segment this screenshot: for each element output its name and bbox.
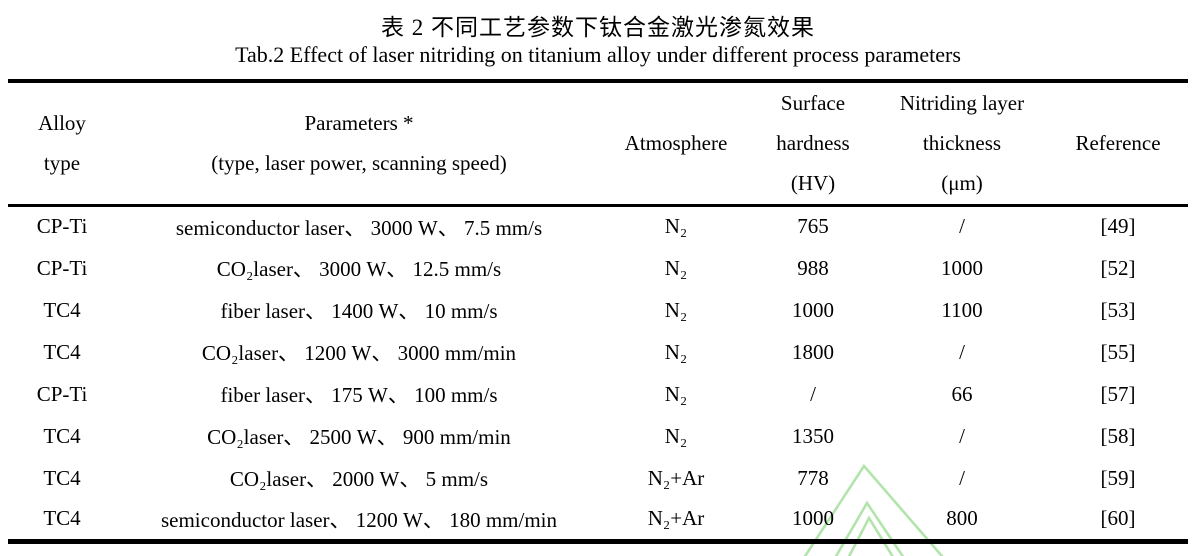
cell-parameters: CO₂laser、 1200 W、 3000 mm/min (201, 341, 517, 365)
cell-nitriding-thickness: 1000 (941, 255, 983, 280)
column-header-alloy-type: Alloy type (8, 81, 116, 205)
cell-nitriding-thickness: / (959, 423, 965, 448)
column-header-line: (type, laser power, scanning speed) (211, 151, 507, 176)
cell-parameters: fiber laser、 175 W、 100 mm/s (220, 383, 498, 407)
table-body: CP-Ti semiconductor laser、 3000 W、 7.5 mm… (8, 205, 1188, 541)
cell-surface-hardness: 778 (797, 465, 829, 490)
cell-parameters: semiconductor laser、 3000 W、 7.5 mm/s (175, 215, 543, 240)
cell-surface-hardness: 1350 (792, 423, 834, 448)
cell-reference: [60] (1100, 506, 1136, 531)
column-header-line: hardness (776, 131, 850, 156)
table-row: TC4 CO₂laser、 2500 W、 900 mm/min N₂ 1350 / [5… (8, 415, 1188, 457)
cell-reference: [58] (1100, 423, 1136, 448)
cell-surface-hardness: 988 (797, 255, 829, 280)
cell-alloy-type: TC4 (43, 465, 81, 490)
cell-alloy-type: CP-Ti (36, 381, 88, 406)
cell-atmosphere: N₂ (664, 214, 688, 239)
column-header-surface-hardness: Surface hardness (HV) (750, 81, 876, 205)
cell-surface-hardness: 1000 (792, 297, 834, 322)
cell-alloy-type: CP-Ti (36, 214, 88, 239)
table-row: CP-Ti semiconductor laser、 3000 W、 7.5 mm… (8, 205, 1188, 247)
column-header-line: Reference (1075, 131, 1161, 156)
cell-reference: [57] (1100, 381, 1136, 406)
cell-parameters: CO₂laser、 2500 W、 900 mm/min (207, 425, 511, 449)
cell-alloy-type: TC4 (43, 297, 81, 322)
cell-reference: [52] (1100, 255, 1136, 280)
column-header-atmosphere: Atmosphere (602, 81, 750, 205)
column-header-line: Atmosphere (624, 131, 728, 156)
column-header-line: (HV) (790, 171, 836, 196)
column-header-line: type (43, 151, 81, 176)
cell-surface-hardness: 1800 (792, 339, 834, 364)
cell-atmosphere: N₂ (664, 297, 688, 322)
column-header-line: Alloy (38, 111, 86, 136)
table-row: CP-Ti fiber laser、 175 W、 100 mm/s N₂ / 66 [5… (8, 373, 1188, 415)
column-header-line: thickness (922, 131, 1002, 156)
cell-nitriding-thickness: 66 (951, 381, 973, 406)
column-header-line: (μm) (941, 171, 983, 196)
cell-surface-hardness: / (810, 381, 816, 406)
column-header-parameters: Parameters * (type, laser power, scanning… (116, 81, 602, 205)
cell-surface-hardness: 765 (797, 214, 829, 239)
column-header-nitriding-thickness: Nitriding layer thickness (μm) (876, 81, 1048, 205)
table-row: TC4 CO₂laser、 1200 W、 3000 mm/min N₂ 1800 / [… (8, 331, 1188, 373)
cell-nitriding-thickness: / (959, 214, 965, 239)
cell-atmosphere: N₂ (664, 255, 688, 280)
table-row: TC4 CO₂laser、 2000 W、 5 mm/s N₂+Ar 778 / [59] (8, 457, 1188, 499)
table-row: TC4 fiber laser、 1400 W、 10 mm/s N₂ 1000 110… (8, 289, 1188, 331)
cell-alloy-type: TC4 (43, 506, 81, 531)
cell-alloy-type: TC4 (43, 339, 81, 364)
cell-nitriding-thickness: / (959, 465, 965, 490)
laser-nitriding-table: Alloy type Parameters * (type, laser power,… (8, 79, 1188, 544)
cell-surface-hardness: 1000 (792, 506, 834, 531)
cell-nitriding-thickness: 800 (946, 506, 978, 531)
table-caption-en: Tab.2 Effect of laser nitriding on titan… (235, 42, 961, 67)
column-header-line: Nitriding layer (899, 91, 1025, 116)
cell-nitriding-thickness: / (959, 339, 965, 364)
table-header: Alloy type Parameters * (type, laser power,… (8, 81, 1188, 205)
cell-reference: [59] (1100, 465, 1136, 490)
cell-parameters: CO₂laser、 3000 W、 12.5 mm/s (216, 257, 502, 281)
cell-atmosphere: N₂+Ar (647, 506, 705, 531)
cell-reference: [55] (1100, 339, 1136, 364)
table-caption-zh: 表 2 不同工艺参数下钛合金激光渗氮效果 (381, 15, 815, 40)
column-header-line: Surface (780, 91, 846, 116)
cell-reference: [53] (1100, 297, 1136, 322)
cell-nitriding-thickness: 1100 (941, 297, 983, 322)
table-row: TC4 semiconductor laser、 1200 W、 180 mm/m… (8, 499, 1188, 541)
cell-atmosphere: N₂ (664, 339, 688, 364)
cell-atmosphere: N₂ (664, 423, 688, 448)
cell-alloy-type: CP-Ti (36, 255, 88, 280)
cell-parameters: fiber laser、 1400 W、 10 mm/s (220, 299, 498, 323)
table-row: CP-Ti CO₂laser、 3000 W、 12.5 mm/s N₂ 988 100… (8, 247, 1188, 289)
cell-alloy-type: TC4 (43, 423, 81, 448)
column-header-reference: Reference (1048, 81, 1188, 205)
cell-atmosphere: N₂+Ar (647, 465, 705, 490)
cell-parameters: CO₂laser、 2000 W、 5 mm/s (229, 467, 489, 491)
cell-atmosphere: N₂ (664, 381, 688, 406)
cell-reference: [49] (1100, 214, 1136, 239)
cell-parameters: semiconductor laser、 1200 W、 180 mm/min (160, 507, 558, 532)
table-header-row: Alloy type Parameters * (type, laser power,… (8, 81, 1188, 205)
column-header-line: Parameters * (304, 111, 414, 136)
